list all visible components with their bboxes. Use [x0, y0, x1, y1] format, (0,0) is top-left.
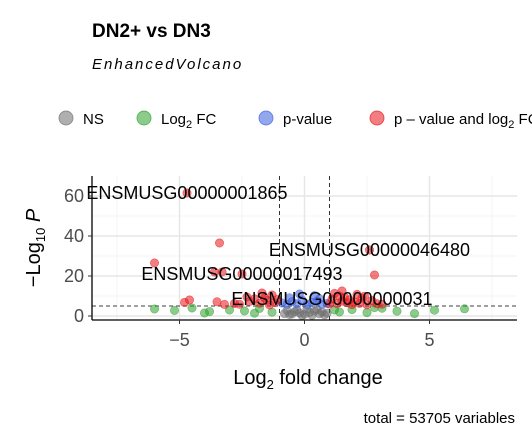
x-axis-title-rest: fold change [274, 367, 383, 389]
data-point-fc [200, 308, 210, 318]
x-tick-label: −5 [169, 330, 190, 350]
data-point-fc [409, 309, 419, 319]
data-point-both [364, 245, 374, 255]
y-tick-label: 40 [64, 226, 84, 246]
y-tick-label: 20 [64, 266, 84, 286]
data-point-fc [429, 305, 439, 315]
legend-label: Log2 FC [161, 111, 216, 131]
legend-item-p: p-value [258, 110, 332, 128]
data-point-fc [170, 305, 180, 315]
data-point-both [180, 297, 190, 307]
gene-label: ENSMUSG00000046480 [269, 240, 470, 260]
legend-item-both: p – value and log2 FC [369, 110, 532, 131]
x-tick-label: 0 [299, 330, 309, 350]
legend-swatch [369, 110, 385, 126]
gene-label: ENSMUSG00000017493 [141, 264, 342, 284]
x-tick-label: 5 [424, 330, 434, 350]
data-point-fc [392, 306, 402, 316]
legend-item-fc: Log2 FC [136, 110, 216, 131]
legend-swatch [258, 110, 274, 126]
gene-label: ENSMUSG00000000031 [231, 289, 432, 309]
data-point-ns [322, 308, 332, 318]
data-point-both [220, 299, 230, 309]
y-axis-title-sub: 10 [33, 228, 48, 242]
data-point-fc [250, 308, 260, 318]
data-point-both [182, 188, 192, 198]
data-point-p [314, 294, 324, 304]
data-point-both [215, 238, 225, 248]
axis-ticks: −5 0 5 0 20 40 60 [64, 186, 435, 350]
legend-label: NS [83, 111, 104, 128]
data-point-both [337, 286, 347, 296]
y-tick-label: 60 [64, 186, 84, 206]
legend: NS Log2 FC p-value p – value and log2 FC [58, 110, 532, 131]
data-point-both [264, 300, 274, 310]
chart-title: DN2+ vs DN3 [92, 21, 211, 42]
data-point-both [242, 292, 252, 302]
data-point-both [237, 269, 247, 279]
chart-subtitle: EnhancedVolcano [92, 56, 243, 73]
data-point-fc [459, 304, 469, 314]
gene-labels: ENSMUSG00000001865 ENSMUSG00000046480 ENSM… [86, 183, 470, 309]
y-axis-title-main: −Log [23, 242, 45, 287]
data-point-both [257, 288, 267, 298]
data-point-p [294, 289, 304, 299]
data-point-both [217, 267, 227, 277]
data-points [150, 188, 469, 320]
data-point-both [235, 299, 245, 309]
data-point-both [357, 293, 367, 303]
legend-swatch [136, 110, 152, 126]
data-point-fc [150, 304, 160, 314]
data-point-fc [362, 308, 372, 318]
data-point-fc [240, 306, 250, 316]
y-axis-title: −Log10 P [23, 208, 48, 287]
legend-swatch [58, 110, 74, 126]
data-point-both [377, 299, 387, 309]
y-tick-label: 0 [74, 306, 84, 326]
legend-label: p-value [283, 111, 332, 128]
data-point-ns [297, 310, 307, 320]
data-point-both [369, 270, 379, 280]
caption: total = 53705 variables [364, 410, 515, 427]
data-point-fc [225, 305, 235, 315]
data-point-ns [287, 309, 297, 319]
y-axis-title-rest: P [23, 208, 45, 228]
x-axis-title-main: Log [233, 367, 266, 389]
data-point-both [324, 299, 334, 309]
data-point-both [212, 297, 222, 307]
gene-label: ENSMUSG00000001865 [86, 183, 287, 203]
x-axis-title-sub: 2 [267, 377, 274, 392]
data-point-ns [307, 310, 317, 320]
legend-item-ns: NS [58, 110, 104, 128]
data-point-both [272, 295, 282, 305]
data-point-fc [187, 303, 197, 313]
data-point-both [150, 258, 160, 268]
data-point-p [284, 293, 294, 303]
legend-label: p – value and log2 FC [394, 111, 532, 131]
x-axis-title: Log2 fold change [233, 367, 383, 392]
